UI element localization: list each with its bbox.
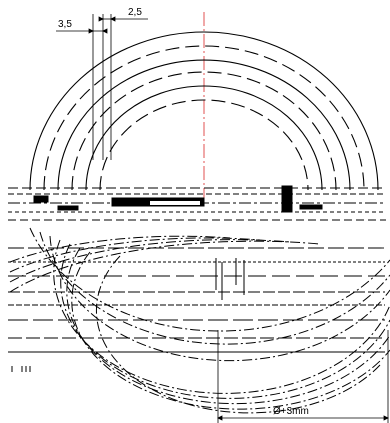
upper-arcs [29, 31, 379, 191]
lower-arcs [9, 227, 390, 414]
lower-horizontals [8, 247, 385, 353]
dashed-arc-1 [43, 45, 365, 191]
top-dimension-lines [56, 14, 148, 160]
dashed-arc-5 [99, 99, 309, 191]
vertical-ticks [11, 258, 245, 372]
dimension-label-bottom: Ø+3mm [273, 406, 309, 417]
outer-arc [29, 31, 379, 191]
section-band [8, 185, 386, 221]
arc-2 [57, 59, 351, 191]
arc-4 [85, 85, 323, 191]
dimension-label-right: 2,5 [128, 7, 142, 18]
dimension-label-left: 3,5 [58, 19, 72, 30]
bottom-dimension-lines [217, 330, 389, 423]
